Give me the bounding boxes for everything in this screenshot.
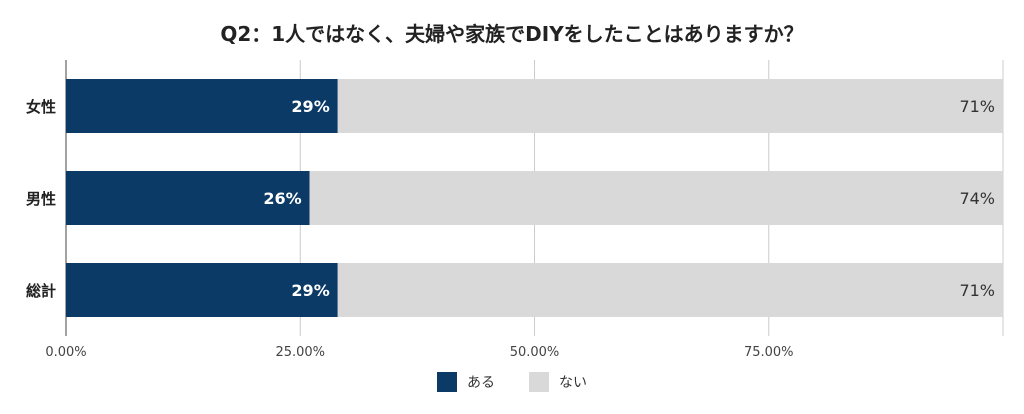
bar-nai <box>309 171 1003 225</box>
bars <box>66 79 1004 317</box>
data-label: 29% <box>291 97 329 116</box>
legend-swatch-nai <box>529 372 549 392</box>
legend-label-aru: ある <box>467 375 495 391</box>
x-tick-labels: 0.00% 25.00% 50.00% 75.00% <box>45 345 793 360</box>
data-label: 74% <box>959 189 995 208</box>
x-tick-label: 75.00% <box>744 345 794 360</box>
data-label: 26% <box>263 189 301 208</box>
legend-item-nai[interactable]: ない <box>529 372 587 392</box>
x-tick-label: 25.00% <box>275 345 325 360</box>
data-label: 29% <box>291 281 329 300</box>
category-label: 男性 <box>26 190 56 208</box>
bar-aru <box>66 79 338 133</box>
bar-aru <box>66 263 338 317</box>
chart-title: Q2：1人ではなく、夫婦や家族でDIYをしたことはありますか？ <box>220 22 804 46</box>
legend: ある ない <box>0 372 1024 392</box>
legend-label-nai: ない <box>559 375 587 391</box>
legend-swatch-aru <box>437 372 457 392</box>
data-labels: 29% 71% 26% 74% 29% 71% <box>263 97 995 300</box>
category-label: 総計 <box>26 282 56 300</box>
bar-nai <box>337 79 1004 133</box>
legend-item-aru[interactable]: ある <box>437 372 495 392</box>
x-tick-label: 50.00% <box>510 345 560 360</box>
bar-aru <box>66 171 310 225</box>
data-label: 71% <box>959 281 995 300</box>
x-tick-label: 0.00% <box>45 345 86 360</box>
data-label: 71% <box>959 97 995 116</box>
bar-nai <box>337 263 1004 317</box>
category-label: 女性 <box>26 98 56 116</box>
